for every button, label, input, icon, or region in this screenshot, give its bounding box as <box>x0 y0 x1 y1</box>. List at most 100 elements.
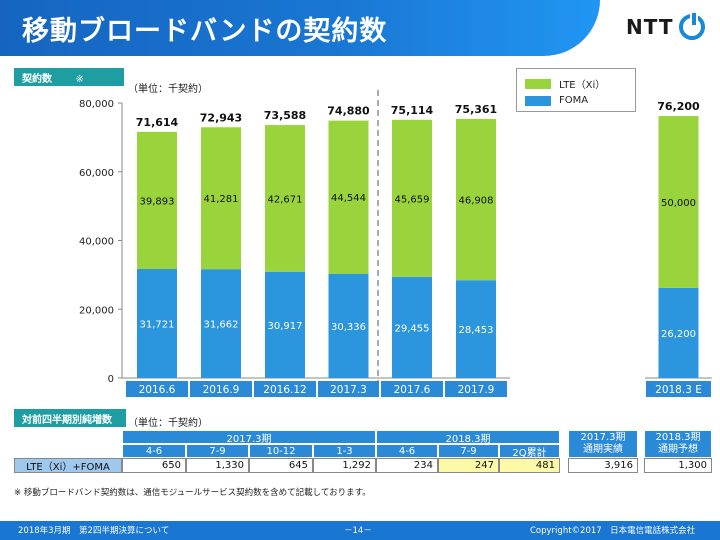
table-col-header: 2Q累計 <box>499 444 560 459</box>
table-group-2018-forecast-line1: 2018.3期 <box>655 432 701 443</box>
chart-section-tab-label: 契約数 <box>22 74 52 85</box>
data-label-total: 71,614 <box>136 116 179 129</box>
table-col-header: 4-6 <box>376 444 438 458</box>
data-label-total: 73,588 <box>264 109 306 122</box>
y-tick-label: 80,000 <box>79 99 114 110</box>
bar-lte <box>328 120 369 274</box>
x-tick-label: 2017.6 <box>394 384 431 396</box>
table-col-header: 4-6 <box>122 444 186 458</box>
table-group-2018-forecast: 2018.3期 通期予想 <box>644 430 712 458</box>
x-category-box <box>254 381 316 397</box>
data-label-foma: 31,721 <box>140 319 175 330</box>
chart-section-tab: 契約数 ※ <box>14 68 124 86</box>
data-label-foma: 31,662 <box>204 320 239 331</box>
data-label-foma: 28,453 <box>459 325 494 336</box>
data-label-total: 72,943 <box>200 111 242 124</box>
table-section-tab-label: 対前四半期別純増数 <box>22 415 112 426</box>
footer-left-text: 2018年3月期 第2四半期決算について <box>18 526 170 536</box>
data-label-foma: 30,336 <box>331 322 366 333</box>
x-tick-label: 2016.6 <box>139 384 176 396</box>
chart-section-tab-mark: ※ <box>75 74 84 85</box>
table-col-header: 1-3 <box>313 444 376 458</box>
data-label-total: 76,200 <box>657 100 700 113</box>
x-tick-label: 2017.9 <box>458 384 495 396</box>
bar-foma <box>201 269 241 378</box>
data-label-lte: 50,000 <box>661 198 696 209</box>
footer-bar <box>0 521 720 540</box>
x-tick-label: 2018.3 E <box>655 384 702 396</box>
y-tick-label: 40,000 <box>79 237 114 248</box>
footer-page-number: －14－ <box>344 526 372 536</box>
page-title: 移動ブロードバンドの契約数 <box>22 16 388 47</box>
data-label-foma: 26,200 <box>661 329 696 340</box>
x-category-box <box>126 381 188 397</box>
data-label-lte: 41,281 <box>204 194 239 205</box>
header: 移動ブロードバンドの契約数 NTT <box>0 0 720 58</box>
data-label-total: 75,361 <box>455 103 497 116</box>
table-col-header: 7-9 <box>438 444 499 458</box>
bar-foma <box>137 268 177 378</box>
table-group-2017-actual-line1: 2017.3期 <box>580 432 626 443</box>
logo-text: NTT <box>626 15 674 39</box>
legend-item-lte: LTE（Xi） <box>525 76 605 91</box>
table-col-header: 10-12 <box>249 444 313 458</box>
table-cell: 1,292 <box>313 458 376 473</box>
bar-lte <box>456 118 496 281</box>
x-category-box <box>318 381 379 397</box>
x-category-box <box>445 381 507 397</box>
ntt-logo-icon <box>679 13 706 40</box>
bar-foma <box>328 273 369 378</box>
chart-legend: LTE（Xi） FOMA <box>516 68 636 112</box>
title-band <box>0 0 600 56</box>
legend-swatch-lte <box>525 78 551 89</box>
table-cell: 645 <box>249 458 313 473</box>
legend-item-foma: FOMA <box>525 95 588 106</box>
data-label-lte: 44,544 <box>331 193 366 204</box>
legend-swatch-foma <box>525 95 551 106</box>
bar-foma <box>456 280 496 378</box>
data-label-total: 75,114 <box>391 104 434 117</box>
table-group-2017-actual-line2: 通期実績 <box>583 444 623 455</box>
table-cell: 3,916 <box>568 458 638 473</box>
table-group-2018: 2018.3期 <box>376 430 560 445</box>
bar-foma <box>265 271 305 378</box>
data-label-lte: 46,908 <box>459 196 494 207</box>
x-category-box <box>381 381 443 397</box>
bar-lte <box>392 119 432 277</box>
data-label-lte: 42,671 <box>268 194 303 205</box>
table-cell-highlight: 481 <box>499 458 560 473</box>
table-cell: 234 <box>376 458 438 473</box>
table-row-header: LTE（Xi）+FOMA <box>14 458 122 473</box>
bar-foma <box>658 287 699 378</box>
table-cell: 650 <box>122 458 186 473</box>
y-tick-label: 60,000 <box>79 168 114 179</box>
y-tick-label: 0 <box>108 374 114 385</box>
data-label-total: 74,880 <box>327 105 370 118</box>
data-label-foma: 29,455 <box>395 323 430 334</box>
bar-lte <box>658 116 699 288</box>
table-unit-label: （単位：千契約） <box>128 418 208 429</box>
x-tick-label: 2017.3 <box>330 384 367 396</box>
footnote: ※ 移動ブロードバンド契約数は、通信モジュールサービス契約数を含めて記載しており… <box>14 488 371 498</box>
ntt-logo: NTT <box>626 12 706 42</box>
data-label-lte: 45,659 <box>395 194 430 205</box>
table-group-2017-actual: 2017.3期 通期実績 <box>568 430 638 458</box>
chart-unit-label: （単位：千契約） <box>128 84 208 95</box>
table-col-header: 7-9 <box>186 444 249 458</box>
x-category-box <box>646 381 711 397</box>
table-cell: 1,330 <box>186 458 249 473</box>
data-label-foma: 30,917 <box>268 321 303 332</box>
x-tick-label: 2016.12 <box>263 384 306 396</box>
table-group-2017: 2017.3期 <box>122 430 376 445</box>
footer-copyright: Copyright©2017 日本電信電話株式会社 <box>530 526 696 536</box>
data-label-lte: 39,893 <box>140 196 175 207</box>
y-tick-label: 20,000 <box>79 305 114 316</box>
table-cell-highlight: 247 <box>438 458 499 473</box>
x-tick-label: 2016.9 <box>203 384 240 396</box>
table-group-2018-forecast-line2: 通期予想 <box>658 444 698 455</box>
table-section-tab: 対前四半期別純増数 <box>14 409 126 427</box>
bar-lte <box>201 127 241 270</box>
bar-lte <box>265 125 305 272</box>
table-cell: 1,300 <box>644 458 712 473</box>
legend-label-foma: FOMA <box>559 95 589 106</box>
